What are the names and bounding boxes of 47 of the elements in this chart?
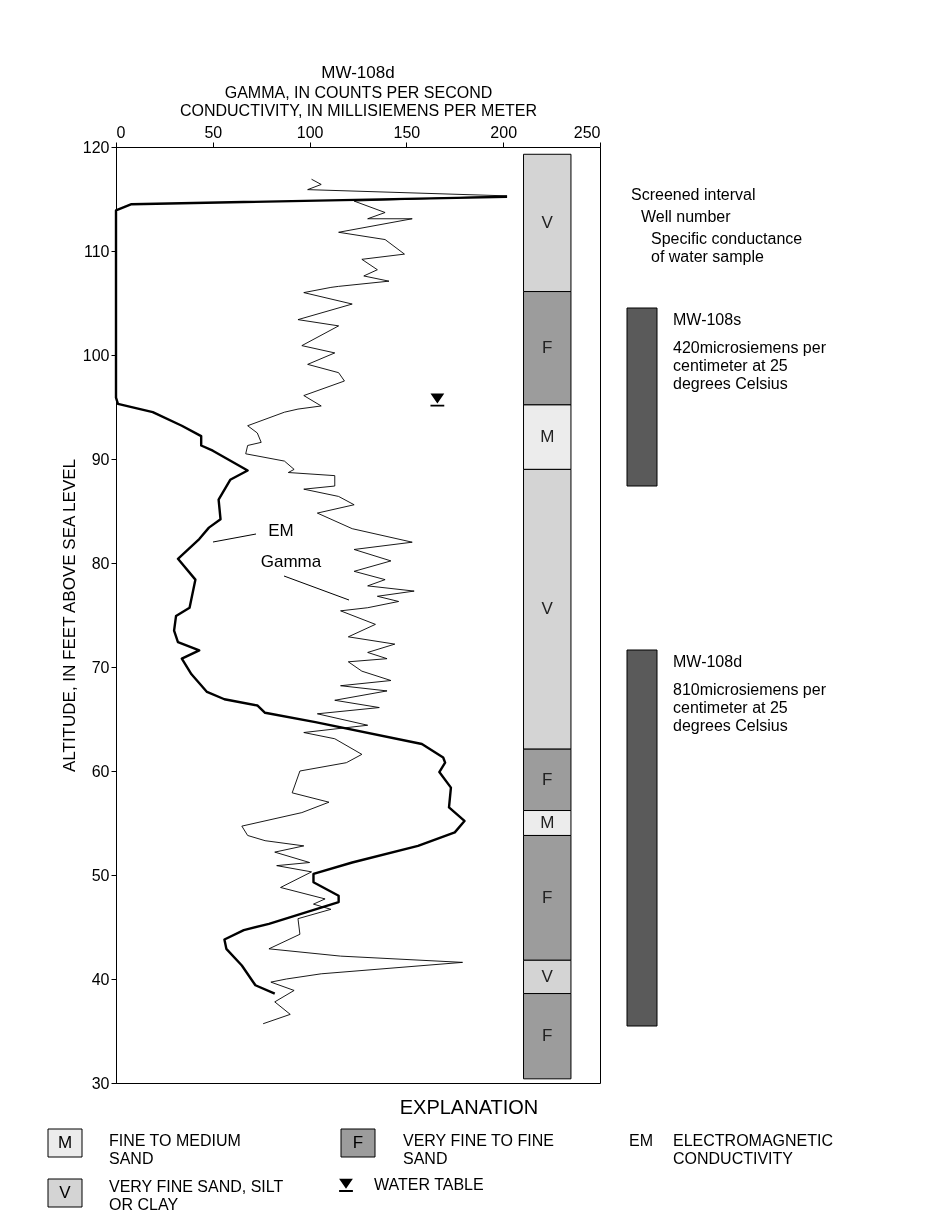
- band-label: V: [541, 599, 554, 619]
- annotation: EM: [268, 521, 294, 540]
- text: EXPLANATION: [399, 1096, 539, 1118]
- text: FINE TO MEDIUM SAND: [109, 1132, 241, 1167]
- x-axis-title: GAMMA, IN COUNTS PER SECOND CONDUCTIVITY, IN MILLISIEMENS PER METER: [179, 83, 538, 119]
- y-tick-label: 80: [91, 554, 110, 572]
- text: 810microsiemens per centimeter at 25 degrees Celsius: [673, 681, 827, 734]
- x-tick-label: 200: [490, 123, 518, 141]
- text: EM: [629, 1132, 653, 1149]
- chart-title: MW-108d: [321, 63, 395, 82]
- y-tick-label: 50: [91, 866, 110, 884]
- y-tick-label: 110: [83, 242, 110, 260]
- text: M: [57, 1133, 73, 1152]
- y-tick-label: 120: [82, 138, 110, 156]
- y-axis-title: ALTITUDE, IN FEET ABOVE SEA LEVEL: [59, 458, 79, 773]
- y-tick-label: 40: [91, 970, 110, 988]
- x-tick-label: 100: [296, 123, 324, 141]
- y-tick-label: 60: [91, 762, 110, 780]
- band-label: V: [541, 966, 554, 986]
- y-tick-label: 100: [82, 346, 110, 364]
- text: F: [352, 1133, 364, 1152]
- text: Well number: [641, 208, 732, 225]
- text: Specific conductance of water sample: [651, 230, 803, 265]
- band-label: M: [540, 813, 555, 832]
- text: VERY FINE TO FINE SAND: [403, 1132, 554, 1167]
- y-tick-label: 70: [91, 658, 110, 676]
- band-label: F: [542, 338, 553, 358]
- band-label: F: [542, 887, 553, 907]
- x-tick-label: 50: [204, 123, 223, 141]
- x-tick-label: 0: [116, 123, 126, 141]
- text: MW-108s: [673, 311, 742, 328]
- x-tick-label: 250: [573, 123, 601, 141]
- band-label: M: [540, 427, 555, 447]
- band-label: V: [541, 212, 554, 232]
- text: ELECTROMAGNETIC CONDUCTIVITY: [673, 1132, 834, 1167]
- band-label: F: [542, 1026, 553, 1046]
- text: 420microsiemens per centimeter at 25 degrees Celsius: [673, 339, 827, 392]
- text: V: [59, 1183, 71, 1202]
- y-tick-label: 30: [91, 1074, 110, 1092]
- text: Screened interval: [631, 186, 756, 203]
- text: MW-108d: [673, 653, 743, 670]
- x-tick-label: 150: [393, 123, 421, 141]
- annotation: Gamma: [260, 552, 322, 571]
- band-label: F: [542, 769, 553, 789]
- y-tick-label: 90: [91, 450, 110, 468]
- legend-label: WATER TABLE: [374, 1176, 484, 1193]
- text: VERY FINE SAND, SILT OR CLAY: [109, 1178, 284, 1213]
